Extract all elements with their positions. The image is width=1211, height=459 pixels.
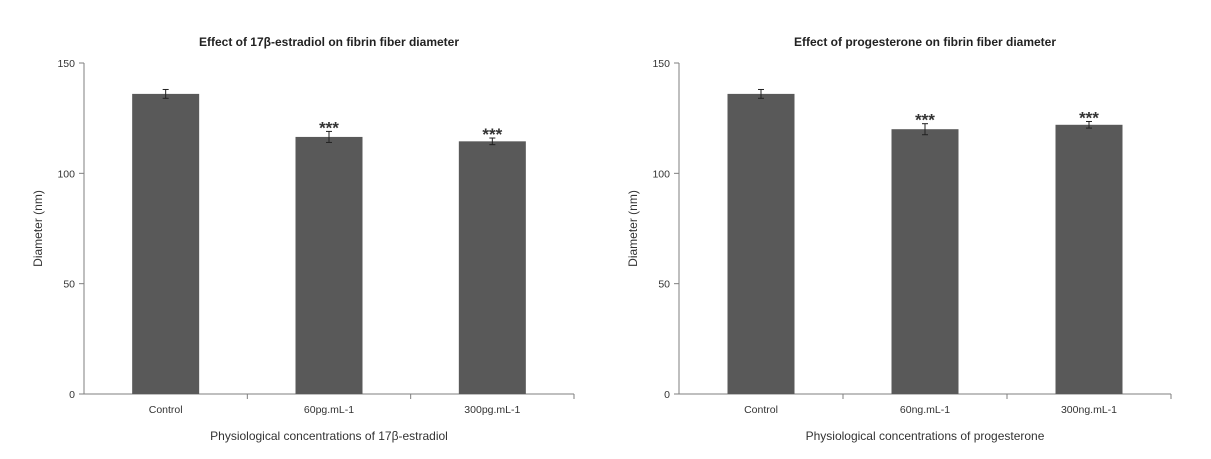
y-tick-label: 0 — [664, 389, 670, 401]
x-tick-label: 60pg.mL-1 — [304, 404, 354, 416]
y-tick-label: 50 — [63, 279, 75, 291]
chart-estradiol: Effect of 17β-estradiol on fibrin fiber … — [31, 35, 575, 443]
chart-title: Effect of progesterone on fibrin fiber d… — [794, 35, 1056, 49]
bar — [727, 93, 795, 394]
x-axis-label: Physiological concentrations of 17β-estr… — [210, 429, 448, 443]
x-tick-label: Control — [744, 404, 778, 416]
significance-label: *** — [319, 118, 339, 137]
significance-label: *** — [915, 111, 935, 130]
y-tick-label: 50 — [658, 279, 670, 291]
x-tick-label: 300pg.mL-1 — [464, 404, 520, 416]
x-tick-label: 60ng.mL-1 — [900, 404, 950, 416]
y-tick-label: 150 — [57, 58, 75, 70]
significance-label: *** — [1079, 108, 1099, 127]
y-tick-label: 150 — [652, 58, 670, 70]
bar — [458, 141, 526, 394]
bar — [891, 129, 959, 394]
x-axis-label: Physiological concentrations of progeste… — [806, 429, 1045, 443]
significance-label: *** — [482, 125, 502, 144]
y-axis-label: Diameter (nm) — [626, 190, 640, 267]
y-tick-label: 0 — [69, 389, 75, 401]
bar — [1055, 124, 1123, 394]
y-axis-label: Diameter (nm) — [31, 190, 45, 267]
x-tick-label: Control — [149, 404, 183, 416]
chart-progesterone: Effect of progesterone on fibrin fiber d… — [626, 35, 1172, 443]
bar — [295, 136, 363, 394]
x-tick-label: 300ng.mL-1 — [1061, 404, 1117, 416]
chart-title: Effect of 17β-estradiol on fibrin fiber … — [199, 35, 459, 49]
bar — [132, 93, 200, 394]
y-tick-label: 100 — [652, 168, 670, 180]
y-tick-label: 100 — [57, 168, 75, 180]
